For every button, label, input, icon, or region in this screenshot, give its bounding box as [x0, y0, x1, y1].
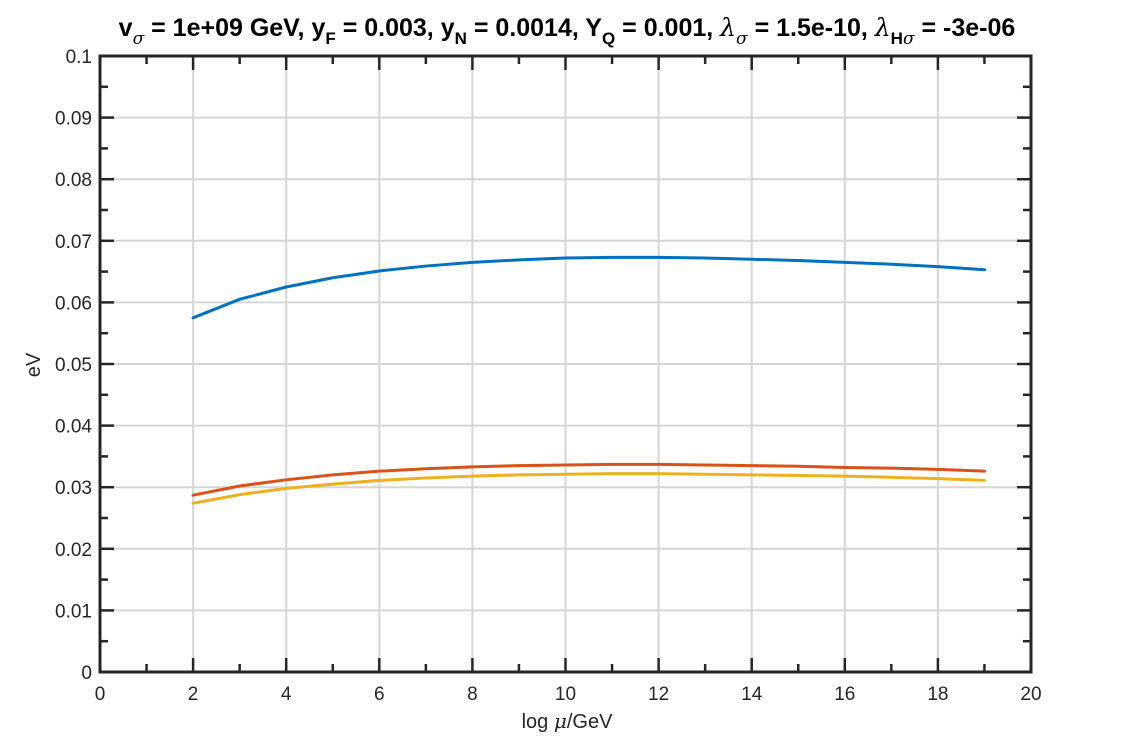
series-group: [191, 255, 986, 505]
x-tick-label: 16: [834, 684, 855, 705]
x-axis-label: log μ/GeV: [522, 709, 613, 733]
y-tick-label: 0.1: [66, 47, 92, 68]
x-tick-label: 18: [927, 684, 948, 705]
series-line-1: [191, 255, 986, 320]
x-tick-label: 12: [648, 684, 669, 705]
y-tick-label: 0.04: [55, 417, 92, 438]
chart-title: vσ = 1e+09 GeV, yF = 0.003, yN = 0.0014,…: [119, 13, 1016, 49]
axes: [98, 54, 1033, 674]
x-tick-label: 14: [741, 684, 763, 705]
y-tick-label: 0.09: [55, 109, 92, 130]
x-tick-label: 2: [188, 684, 199, 705]
y-tick-label: 0.06: [55, 293, 92, 314]
y-tick-label: 0.08: [55, 170, 92, 191]
y-tick-label: 0.07: [55, 232, 92, 253]
grid: [99, 55, 1032, 673]
x-tick-label: 20: [1020, 684, 1041, 705]
y-tick-label: 0.01: [55, 601, 92, 622]
x-tick-label: 10: [555, 684, 576, 705]
y-tick-label: 0.03: [55, 478, 92, 499]
y-tick-label: 0.02: [55, 540, 92, 561]
y-axis-label: eV: [23, 352, 45, 377]
x-tick-label: 6: [374, 684, 385, 705]
tick-labels: 0 2 4 6 8 10 12 14 16 18 20 0 0.01 0.02 0.03 0.04 0.05 0.…: [55, 47, 1042, 705]
series-line-3: [191, 472, 986, 505]
x-tick-label: 0: [95, 684, 106, 705]
y-tick-label: 0.05: [55, 355, 92, 376]
x-tick-label: 4: [281, 684, 292, 705]
series-line-2: [191, 462, 986, 497]
x-tick-label: 8: [467, 684, 478, 705]
y-tick-label: 0: [81, 663, 92, 684]
